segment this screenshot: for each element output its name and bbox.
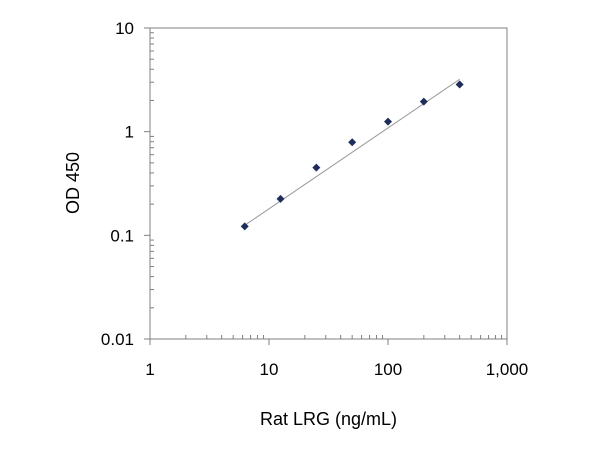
data-points [240, 80, 464, 231]
data-point [384, 117, 392, 126]
y-tick-label: 1 [125, 123, 134, 142]
data-point [348, 138, 357, 147]
x-tick-label: 10 [260, 360, 279, 379]
x-tick-label: 1,000 [486, 360, 529, 379]
data-point [455, 80, 464, 89]
minor-ticks [150, 32, 503, 339]
data-point [240, 222, 249, 231]
x-tick-label: 100 [374, 360, 402, 379]
y-axis-title: OD 450 [63, 152, 83, 214]
y-tick-label: 0.1 [110, 226, 134, 245]
y-tick-labels: 0.01 0.1 1 10 [101, 19, 134, 349]
major-ticks [144, 27, 508, 345]
y-tick-label: 10 [115, 19, 134, 38]
plot-area [149, 27, 508, 340]
x-tick-label: 1 [145, 360, 154, 379]
data-point [419, 97, 428, 106]
y-tick-label: 0.01 [101, 330, 134, 349]
data-point [276, 194, 285, 203]
x-axis-title: Rat LRG (ng/mL) [260, 409, 397, 429]
x-tick-labels: 1 10 100 1,000 [145, 360, 528, 379]
data-point [312, 163, 321, 172]
